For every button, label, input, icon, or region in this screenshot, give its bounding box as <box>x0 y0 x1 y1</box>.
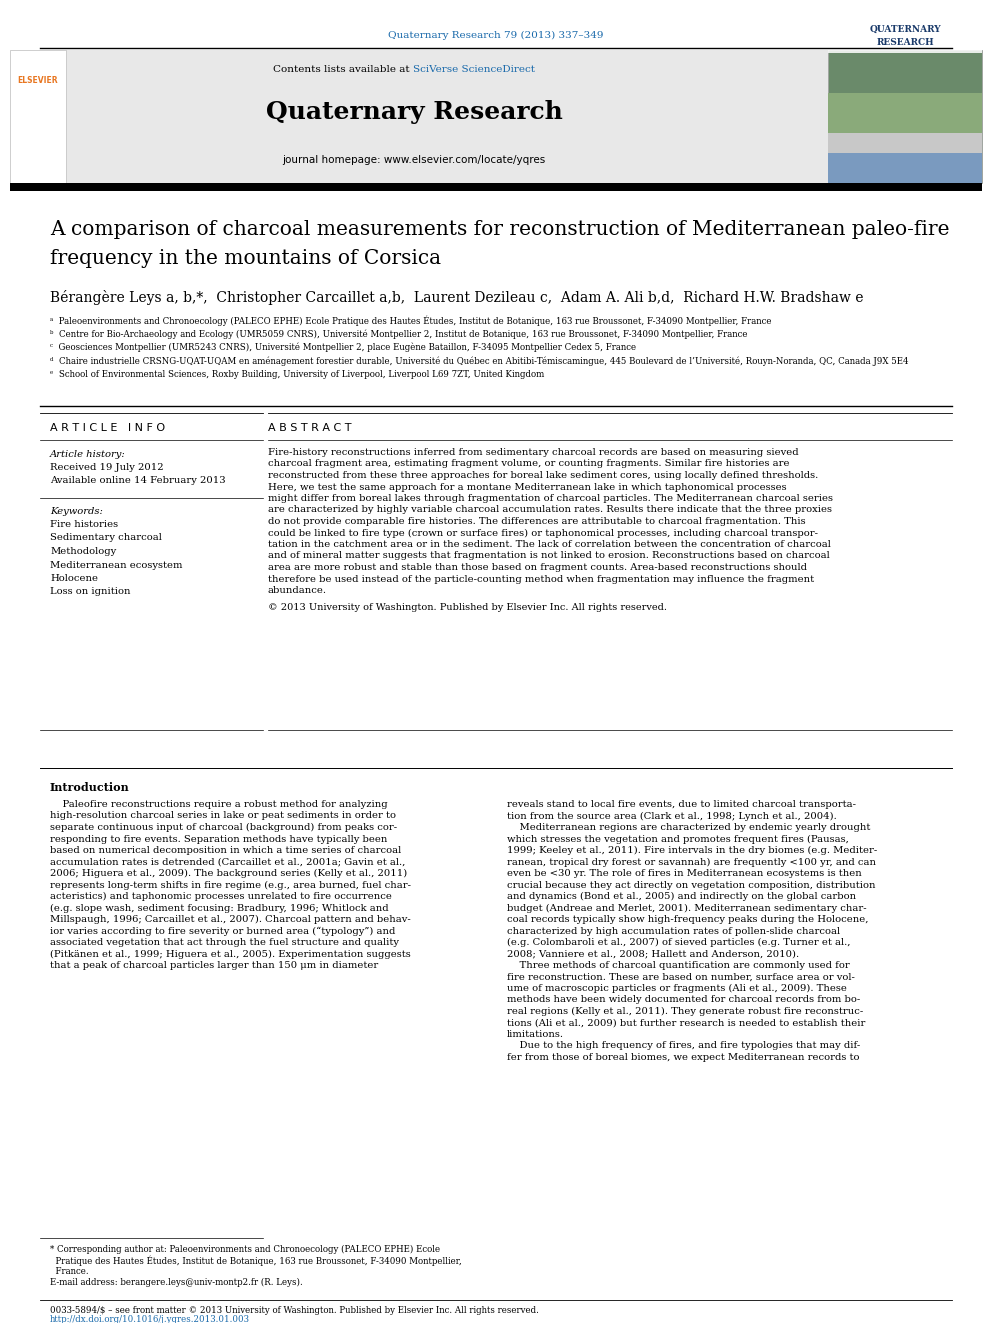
Text: methods have been widely documented for charcoal records from bo-: methods have been widely documented for … <box>507 995 860 1004</box>
Text: fire reconstruction. These are based on number, surface area or vol-: fire reconstruction. These are based on … <box>507 972 855 982</box>
Text: ᵃ  Paleoenvironments and Chronoecology (PALECO EPHE) Ecole Pratique des Hautes É: ᵃ Paleoenvironments and Chronoecology (P… <box>50 316 772 327</box>
Text: tation in the catchment area or in the sediment. The lack of correlation between: tation in the catchment area or in the s… <box>268 540 831 549</box>
Text: that a peak of charcoal particles larger than 150 μm in diameter: that a peak of charcoal particles larger… <box>50 960 378 970</box>
Text: Due to the high frequency of fires, and fire typologies that may dif-: Due to the high frequency of fires, and … <box>507 1041 860 1050</box>
Text: Bérangère Leys a, b,*,  Christopher Carcaillet a,b,  Laurent Dezileau c,  Adam A: Bérangère Leys a, b,*, Christopher Carca… <box>50 290 863 306</box>
Bar <box>828 134 982 183</box>
Bar <box>828 93 982 134</box>
Text: Mediterranean regions are characterized by endemic yearly drought: Mediterranean regions are characterized … <box>507 823 870 832</box>
Text: reveals stand to local fire events, due to limited charcoal transporta-: reveals stand to local fire events, due … <box>507 800 856 808</box>
Text: are characterized by highly variable charcoal accumulation rates. Results there : are characterized by highly variable cha… <box>268 505 832 515</box>
Text: http://dx.doi.org/10.1016/j.yqres.2013.01.003: http://dx.doi.org/10.1016/j.yqres.2013.0… <box>50 1315 250 1323</box>
Text: (Pitkänen et al., 1999; Higuera et al., 2005). Experimentation suggests: (Pitkänen et al., 1999; Higuera et al., … <box>50 950 411 959</box>
Text: France.: France. <box>50 1267 88 1275</box>
Text: even be <30 yr. The role of fires in Mediterranean ecosystems is then: even be <30 yr. The role of fires in Med… <box>507 869 862 878</box>
Text: Sedimentary charcoal: Sedimentary charcoal <box>50 533 162 542</box>
Text: ᵉ  School of Environmental Sciences, Roxby Building, University of Liverpool, Li: ᵉ School of Environmental Sciences, Roxb… <box>50 370 545 378</box>
Text: ume of macroscopic particles or fragments (Ali et al., 2009). These: ume of macroscopic particles or fragment… <box>507 984 847 994</box>
Text: QUATERNARY: QUATERNARY <box>869 25 940 34</box>
Text: Here, we test the same approach for a montane Mediterranean lake in which taphon: Here, we test the same approach for a mo… <box>268 483 787 492</box>
Text: Received 19 July 2012: Received 19 July 2012 <box>50 463 164 472</box>
Text: E-mail address: berangere.leys@univ-montp2.fr (R. Leys).: E-mail address: berangere.leys@univ-mont… <box>50 1278 303 1287</box>
Text: Keywords:: Keywords: <box>50 507 103 516</box>
Text: Introduction: Introduction <box>50 782 130 792</box>
Text: A comparison of charcoal measurements for reconstruction of Mediterranean paleo-: A comparison of charcoal measurements fo… <box>50 220 949 239</box>
Text: ᵈ  Chaire industrielle CRSNG-UQAT-UQAM en aménagement forestier durable, Univers: ᵈ Chaire industrielle CRSNG-UQAT-UQAM en… <box>50 356 909 366</box>
Text: SciVerse ScienceDirect: SciVerse ScienceDirect <box>413 66 535 74</box>
Text: 2006; Higuera et al., 2009). The background series (Kelly et al., 2011): 2006; Higuera et al., 2009). The backgro… <box>50 869 408 878</box>
Text: Available online 14 February 2013: Available online 14 February 2013 <box>50 476 225 486</box>
Text: could be linked to fire type (crown or surface fires) or taphonomical processes,: could be linked to fire type (crown or s… <box>268 528 818 537</box>
Text: acteristics) and taphonomic processes unrelated to fire occurrence: acteristics) and taphonomic processes un… <box>50 892 392 901</box>
Bar <box>10 50 66 183</box>
Text: therefore be used instead of the particle-counting method when fragmentation may: therefore be used instead of the particl… <box>268 574 814 583</box>
Text: ranean, tropical dry forest or savannah) are frequently <100 yr, and can: ranean, tropical dry forest or savannah)… <box>507 857 876 867</box>
Text: Quaternary Research: Quaternary Research <box>266 101 562 124</box>
Text: Contents lists available at: Contents lists available at <box>273 66 413 74</box>
Text: Loss on ignition: Loss on ignition <box>50 587 131 597</box>
Text: ELSEVIER: ELSEVIER <box>18 75 59 85</box>
Text: based on numerical decomposition in which a time series of charcoal: based on numerical decomposition in whic… <box>50 845 401 855</box>
Text: Holocene: Holocene <box>50 574 98 583</box>
Bar <box>828 134 982 153</box>
Text: which stresses the vegetation and promotes frequent fires (Pausas,: which stresses the vegetation and promot… <box>507 835 849 844</box>
Bar <box>828 50 982 183</box>
Text: associated vegetation that act through the fuel structure and quality: associated vegetation that act through t… <box>50 938 399 947</box>
Text: charcoal fragment area, estimating fragment volume, or counting fragments. Simil: charcoal fragment area, estimating fragm… <box>268 459 790 468</box>
Text: * Corresponding author at: Paleoenvironments and Chronoecology (PALECO EPHE) Eco: * Corresponding author at: Paleoenvironm… <box>50 1245 440 1254</box>
Text: reconstructed from these three approaches for boreal lake sediment cores, using : reconstructed from these three approache… <box>268 471 818 480</box>
Text: Article history:: Article history: <box>50 450 126 459</box>
Text: fer from those of boreal biomes, we expect Mediterranean records to: fer from those of boreal biomes, we expe… <box>507 1053 859 1062</box>
Text: (e.g. Colombaroli et al., 2007) of sieved particles (e.g. Turner et al.,: (e.g. Colombaroli et al., 2007) of sieve… <box>507 938 850 947</box>
Text: represents long-term shifts in fire regime (e.g., area burned, fuel char-: represents long-term shifts in fire regi… <box>50 881 411 889</box>
Text: responding to fire events. Separation methods have typically been: responding to fire events. Separation me… <box>50 835 387 844</box>
Text: Methodology: Methodology <box>50 546 116 556</box>
Text: ᶜ  Geosciences Montpellier (UMR5243 CNRS), Université Montpellier 2, place Eugèn: ᶜ Geosciences Montpellier (UMR5243 CNRS)… <box>50 343 636 352</box>
Text: area are more robust and stable than those based on fragment counts. Area-based : area are more robust and stable than tho… <box>268 564 807 572</box>
Text: tions (Ali et al., 2009) but further research is needed to establish their: tions (Ali et al., 2009) but further res… <box>507 1019 865 1028</box>
Text: 0033-5894/$ – see front matter © 2013 University of Washington. Published by Els: 0033-5894/$ – see front matter © 2013 Un… <box>50 1306 539 1315</box>
Text: limitations.: limitations. <box>507 1031 564 1039</box>
Text: crucial because they act directly on vegetation composition, distribution: crucial because they act directly on veg… <box>507 881 876 889</box>
Text: accumulation rates is detrended (Carcaillet et al., 2001a; Gavin et al.,: accumulation rates is detrended (Carcail… <box>50 857 406 867</box>
Text: Pratique des Hautes Études, Institut de Botanique, 163 rue Broussonet, F-34090 M: Pratique des Hautes Études, Institut de … <box>50 1256 461 1266</box>
Bar <box>828 0 982 53</box>
Text: Paleofire reconstructions require a robust method for analyzing: Paleofire reconstructions require a robu… <box>50 800 388 808</box>
Text: A B S T R A C T: A B S T R A C T <box>268 423 351 433</box>
Text: and of mineral matter suggests that fragmentation is not linked to erosion. Reco: and of mineral matter suggests that frag… <box>268 552 829 561</box>
Text: do not provide comparable fire histories. The differences are attributable to ch: do not provide comparable fire histories… <box>268 517 806 527</box>
Text: Millspaugh, 1996; Carcaillet et al., 2007). Charcoal pattern and behav-: Millspaugh, 1996; Carcaillet et al., 200… <box>50 916 411 925</box>
Text: coal records typically show high-frequency peaks during the Holocene,: coal records typically show high-frequen… <box>507 916 869 923</box>
Bar <box>66 50 828 183</box>
Text: and dynamics (Bond et al., 2005) and indirectly on the global carbon: and dynamics (Bond et al., 2005) and ind… <box>507 892 856 901</box>
Text: characterized by high accumulation rates of pollen-slide charcoal: characterized by high accumulation rates… <box>507 926 840 935</box>
Text: abundance.: abundance. <box>268 586 327 595</box>
Text: RESEARCH: RESEARCH <box>876 38 933 48</box>
Text: Mediterranean ecosystem: Mediterranean ecosystem <box>50 561 183 569</box>
Text: real regions (Kelly et al., 2011). They generate robust fire reconstruc-: real regions (Kelly et al., 2011). They … <box>507 1007 863 1016</box>
Bar <box>10 183 982 191</box>
Text: high-resolution charcoal series in lake or peat sediments in order to: high-resolution charcoal series in lake … <box>50 811 396 820</box>
Text: frequency in the mountains of Corsica: frequency in the mountains of Corsica <box>50 249 441 269</box>
Text: separate continuous input of charcoal (background) from peaks cor-: separate continuous input of charcoal (b… <box>50 823 397 832</box>
Text: 1999; Keeley et al., 2011). Fire intervals in the dry biomes (e.g. Mediter-: 1999; Keeley et al., 2011). Fire interva… <box>507 845 877 855</box>
Text: Fire-history reconstructions inferred from sedimentary charcoal records are base: Fire-history reconstructions inferred fr… <box>268 448 799 456</box>
Text: (e.g. slope wash, sediment focusing: Bradbury, 1996; Whitlock and: (e.g. slope wash, sediment focusing: Bra… <box>50 904 389 913</box>
Text: ior varies according to fire severity or burned area (“typology”) and: ior varies according to fire severity or… <box>50 926 396 935</box>
Text: A R T I C L E   I N F O: A R T I C L E I N F O <box>50 423 165 433</box>
Text: Three methods of charcoal quantification are commonly used for: Three methods of charcoal quantification… <box>507 960 850 970</box>
Text: journal homepage: www.elsevier.com/locate/yqres: journal homepage: www.elsevier.com/locat… <box>283 155 546 165</box>
Text: tion from the source area (Clark et al., 1998; Lynch et al., 2004).: tion from the source area (Clark et al.,… <box>507 811 836 820</box>
Text: budget (Andreae and Merlet, 2001). Mediterranean sedimentary char-: budget (Andreae and Merlet, 2001). Medit… <box>507 904 867 913</box>
Text: ᵇ  Centre for Bio-Archaeology and Ecology (UMR5059 CNRS), Université Montpellier: ᵇ Centre for Bio-Archaeology and Ecology… <box>50 329 748 339</box>
Text: © 2013 University of Washington. Published by Elsevier Inc. All rights reserved.: © 2013 University of Washington. Publish… <box>268 603 667 613</box>
Text: 2008; Vanniere et al., 2008; Hallett and Anderson, 2010).: 2008; Vanniere et al., 2008; Hallett and… <box>507 950 800 958</box>
Text: Fire histories: Fire histories <box>50 520 118 529</box>
Text: might differ from boreal lakes through fragmentation of charcoal particles. The : might differ from boreal lakes through f… <box>268 493 833 503</box>
Text: Quaternary Research 79 (2013) 337–349: Quaternary Research 79 (2013) 337–349 <box>388 30 604 40</box>
